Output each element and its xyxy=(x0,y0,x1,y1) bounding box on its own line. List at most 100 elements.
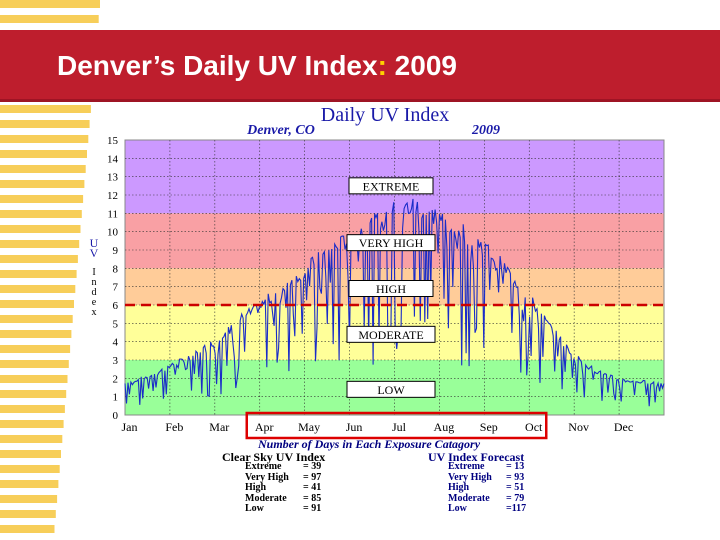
x-month-label: Jul xyxy=(392,420,407,434)
y-tick-label: 15 xyxy=(107,135,119,147)
band-label-very-high: VERY HIGH xyxy=(359,236,424,250)
forecast-label: Very High xyxy=(448,471,492,483)
y-axis-label-letter: e xyxy=(92,297,97,308)
x-month-label: Sep xyxy=(480,420,498,434)
stripe xyxy=(0,240,80,248)
x-month-label: Mar xyxy=(209,420,229,434)
stripe xyxy=(0,510,56,518)
forecast-row: High = 51 xyxy=(448,482,546,493)
clear-sky-label: High xyxy=(245,482,267,493)
clear-sky-label: Very High xyxy=(245,471,289,483)
forecast-value: =117 xyxy=(506,503,527,514)
y-axis-label-letter: V xyxy=(90,246,99,260)
forecast-value: = 13 xyxy=(506,461,525,472)
clear-sky-row: Low = 91 xyxy=(245,503,343,514)
x-month-label: May xyxy=(298,420,320,434)
slide-title-main: Denver’s Daily UV Index xyxy=(57,50,378,81)
forecast-value: = 79 xyxy=(506,492,525,504)
clear-sky-label: Moderate xyxy=(245,492,287,504)
series-layer xyxy=(124,198,665,407)
y-axis-label-letter: x xyxy=(92,307,97,318)
y-tick-label: 12 xyxy=(107,190,118,202)
stripe xyxy=(0,120,90,128)
stripe xyxy=(0,465,60,473)
clear-sky-value: = 97 xyxy=(303,471,322,483)
stripe xyxy=(0,225,81,233)
y-tick-label: 3 xyxy=(113,355,119,367)
clear-sky-value: = 91 xyxy=(303,503,322,514)
daily-uv-series xyxy=(124,198,665,407)
stripe xyxy=(0,285,76,293)
band-label-moderate: MODERATE xyxy=(358,328,423,342)
y-tick-label: 8 xyxy=(113,263,119,275)
stripe xyxy=(0,420,64,428)
clear-sky-row: Moderate = 85 xyxy=(245,493,343,504)
stripe xyxy=(0,495,58,503)
y-axis-label-letter: d xyxy=(92,287,97,298)
y-tick-label: 7 xyxy=(113,282,119,294)
forecast-row: Low =117 xyxy=(448,503,546,514)
y-tick-label: 6 xyxy=(113,300,119,312)
chart-title: Daily UV Index xyxy=(321,104,450,126)
stripe xyxy=(0,195,84,203)
x-month-label: Jun xyxy=(346,420,363,434)
stripe xyxy=(0,435,63,443)
y-tick-label: 10 xyxy=(107,227,119,239)
clear-sky-value: = 85 xyxy=(303,492,322,504)
forecast-row: Very High = 93 xyxy=(448,472,546,483)
y-tick-label: 1 xyxy=(113,392,119,404)
clear-sky-row: High = 41 xyxy=(245,482,343,493)
y-tick-label: 2 xyxy=(113,373,119,385)
y-tick-label: 4 xyxy=(113,337,119,349)
clear-sky-label: Extreme xyxy=(245,461,282,472)
x-month-label: Aug xyxy=(434,420,455,434)
x-month-label: Apr xyxy=(255,420,274,434)
band-label-box xyxy=(348,280,434,297)
slide-title-year: 2009 xyxy=(386,50,457,81)
y-tick-label: 13 xyxy=(107,172,119,184)
forecast-label: High xyxy=(448,482,470,493)
stripe xyxy=(0,165,86,173)
clear-sky-row: Very High = 97 xyxy=(245,472,343,483)
forecast-label: Moderate xyxy=(448,492,490,504)
forecast-label: Extreme xyxy=(448,461,485,472)
slide-title-colon: : xyxy=(377,50,387,81)
stripe xyxy=(0,360,69,368)
band-label-box xyxy=(346,234,436,252)
y-axis-label-letter: U xyxy=(90,236,99,250)
clear-sky-value: = 39 xyxy=(303,461,322,472)
stripe xyxy=(0,210,82,218)
title-banner xyxy=(0,30,720,102)
stripe xyxy=(0,375,68,383)
stripe xyxy=(0,135,89,143)
forecast-value: = 93 xyxy=(506,471,525,483)
x-month-label: Feb xyxy=(165,420,183,434)
band-label-extreme: EXTREME xyxy=(363,179,420,193)
stripe xyxy=(0,270,77,278)
stripe xyxy=(0,315,73,323)
stripe xyxy=(0,480,59,488)
chart-subtitle-year: 2009 xyxy=(471,123,500,138)
stripe xyxy=(0,390,67,398)
clear-sky-heading: Clear Sky UV Index xyxy=(222,450,326,464)
stripe xyxy=(0,450,61,458)
highlight-months-box xyxy=(245,411,548,440)
y-axis-label-letter: n xyxy=(92,277,97,288)
y-tick-label: 5 xyxy=(113,318,119,330)
y-tick-label: 0 xyxy=(113,410,119,422)
y-tick-label: 14 xyxy=(107,153,119,165)
stripe xyxy=(0,345,71,353)
stripe xyxy=(0,330,72,338)
stripe xyxy=(0,0,100,8)
x-month-label: Nov xyxy=(568,420,589,434)
clear-sky-label: Low xyxy=(245,503,264,514)
stripe xyxy=(0,300,74,308)
forecast-counts: Extreme = 13 Very High = 93 High = 51 Moderate… xyxy=(448,461,546,514)
stripe xyxy=(0,180,85,188)
forecast-heading: UV Index Forecast xyxy=(428,450,525,464)
stripe xyxy=(0,525,55,533)
forecast-row: Extreme = 13 xyxy=(448,461,546,472)
y-axis-label-letter: I xyxy=(92,267,95,278)
stripe xyxy=(0,255,78,263)
